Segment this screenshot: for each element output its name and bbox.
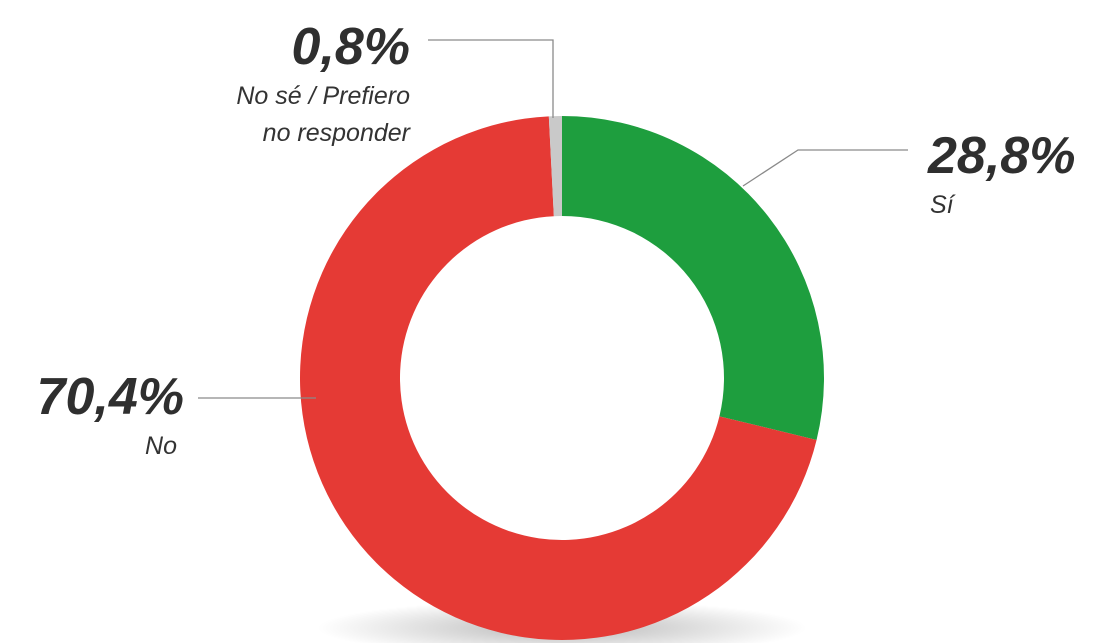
category-label-no-se-line2: no responder xyxy=(263,119,412,147)
category-label-no-se-line1: No sé / Prefiero xyxy=(236,82,410,110)
donut-slices xyxy=(300,116,825,640)
slice-no xyxy=(300,116,817,640)
leader-line-si xyxy=(742,149,908,187)
value-label-si: 28,8% xyxy=(927,127,1075,185)
category-label-no: No xyxy=(145,432,177,460)
slice-no-se xyxy=(548,116,562,217)
leader-line-no-se xyxy=(428,39,554,118)
label-group-no: 70,4% No xyxy=(37,368,316,460)
category-label-si: Sí xyxy=(930,191,956,219)
slice-si xyxy=(562,116,825,440)
value-label-no: 70,4% xyxy=(37,368,184,426)
value-label-no-se: 0,8% xyxy=(291,18,410,76)
label-group-no-se: 0,8% No sé / Prefiero no responder xyxy=(236,18,554,147)
label-group-si: 28,8% Sí xyxy=(742,127,1075,219)
